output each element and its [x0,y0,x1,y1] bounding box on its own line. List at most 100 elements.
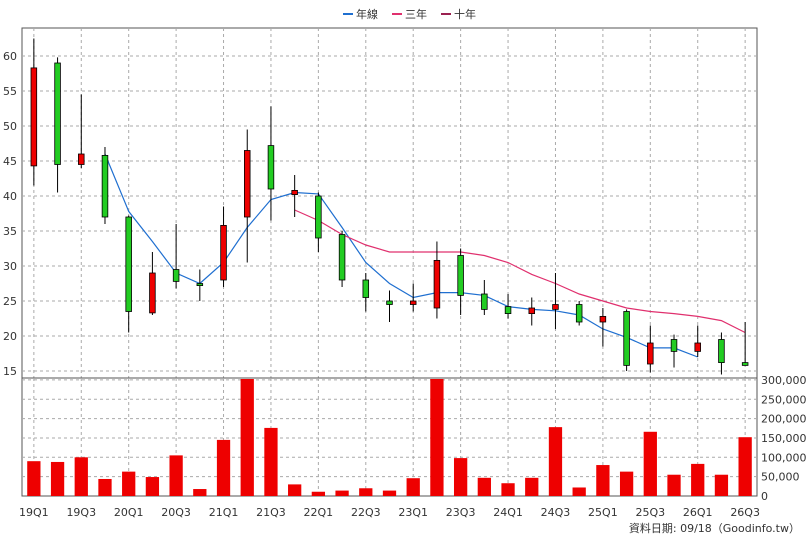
volume-tick-label: 250,000 [761,393,807,406]
volume-bar [50,461,65,496]
candle-body [101,154,109,218]
candle-body [220,224,227,281]
x-tick-label: 23Q1 [398,506,428,519]
volume-bar [738,437,752,496]
price-axis: 15 20 25 30 35 40 45 50 55 60 [3,50,17,378]
x-tick-label: 19Q1 [19,506,49,519]
candle-body [575,304,583,323]
candle-body [30,67,38,167]
candle-body [647,342,654,365]
volume-bar [501,483,515,496]
x-tick-label: 22Q3 [351,506,381,519]
x-tick-label: 21Q1 [209,506,239,519]
legend-label: 十年 [454,7,476,21]
volume-bar [216,439,231,496]
candle-body [196,283,204,286]
price-tick-label: 45 [3,155,17,168]
candle-body [338,234,346,281]
candle-body [243,150,251,218]
volume-bar [477,477,491,496]
x-tick-label: 24Q1 [493,506,523,519]
candle-body [552,304,559,310]
volume-bar [240,379,254,496]
legend-label: 年線 [356,7,378,21]
volume-bar [359,488,373,496]
volume-bar [667,474,681,496]
price-panel: 15 20 25 30 35 40 45 50 55 60 [3,27,758,379]
ma-line [104,153,698,358]
volume-bar [596,465,610,496]
volume-bar [27,461,41,496]
x-tick-label: 25Q1 [588,506,618,519]
x-tick-label: 20Q1 [114,506,144,519]
volume-tick-label: 100,000 [761,451,807,464]
volume-bars [27,379,752,496]
candle-body [267,145,275,190]
price-tick-label: 25 [3,295,17,308]
candle-body [54,62,61,165]
volume-bar [525,477,539,496]
x-tick-label: 26Q3 [730,506,760,519]
candle-body [386,300,393,305]
x-tick-label: 20Q3 [161,506,191,519]
volume-bar [643,431,657,496]
candle-body [457,255,464,296]
candle-body [433,259,441,309]
volume-tick-label: 150,000 [761,432,807,445]
volume-bar [572,487,586,496]
price-tick-label: 55 [3,85,17,98]
candle-body [291,189,298,195]
volume-panel: 0 50,000 100,000 150,000 200,000 250,000 300,0… [21,374,807,503]
volume-bar [335,490,349,496]
chart-legend: 年線 三年 十年 [343,7,476,21]
x-tick-label: 23Q3 [446,506,476,519]
volume-tick-label: 50,000 [761,471,800,484]
volume-tick-label: 200,000 [761,413,807,426]
volume-bar [382,490,397,496]
price-tick-label: 60 [3,50,17,63]
price-tick-label: 15 [3,365,17,378]
candle-body [718,339,725,364]
volume-bar [430,379,444,496]
volume-bar [548,427,563,496]
volume-bar [98,478,112,496]
volume-bar [406,478,420,496]
candle-body [362,279,370,298]
candle-body [149,272,156,314]
moving-average-lines [104,153,746,358]
data-date-footer: 資料日期: 09/18（Goodinfo.tw） [629,521,800,535]
candle-body [528,307,536,314]
volume-tick-label: 300,000 [761,374,807,387]
x-tick-label: 21Q3 [256,506,286,519]
candle-body [694,342,701,352]
candle-body [599,315,607,323]
candle-body [78,153,85,165]
volume-bar [264,427,278,496]
candle-body [504,306,512,315]
volume-bar [288,484,302,496]
x-tick-label: 26Q1 [683,506,713,519]
ma-line [294,209,746,334]
price-tick-label: 40 [3,190,17,203]
candle-body [125,216,132,312]
candle-body [315,195,322,239]
volume-bar [714,474,729,496]
candle-body [623,311,630,366]
price-tick-label: 35 [3,225,17,238]
x-axis: 19Q1 19Q3 20Q1 20Q3 21Q1 21Q3 22Q1 22Q3 23Q1 23Q3… [19,506,760,519]
x-tick-label: 24Q3 [541,506,571,519]
candle-body [172,269,180,282]
volume-grid [22,378,757,496]
price-plot-frame [21,27,758,379]
candle-body [481,293,488,310]
candle-body [409,300,417,305]
volume-axis: 0 50,000 100,000 150,000 200,000 250,000 300,0… [761,374,807,503]
volume-bar [193,489,207,496]
volume-bar [619,471,634,496]
volume-bar [169,455,183,496]
legend-label: 三年 [405,7,427,21]
volume-bar [453,458,468,496]
price-tick-label: 20 [3,330,17,343]
price-tick-label: 50 [3,120,17,133]
